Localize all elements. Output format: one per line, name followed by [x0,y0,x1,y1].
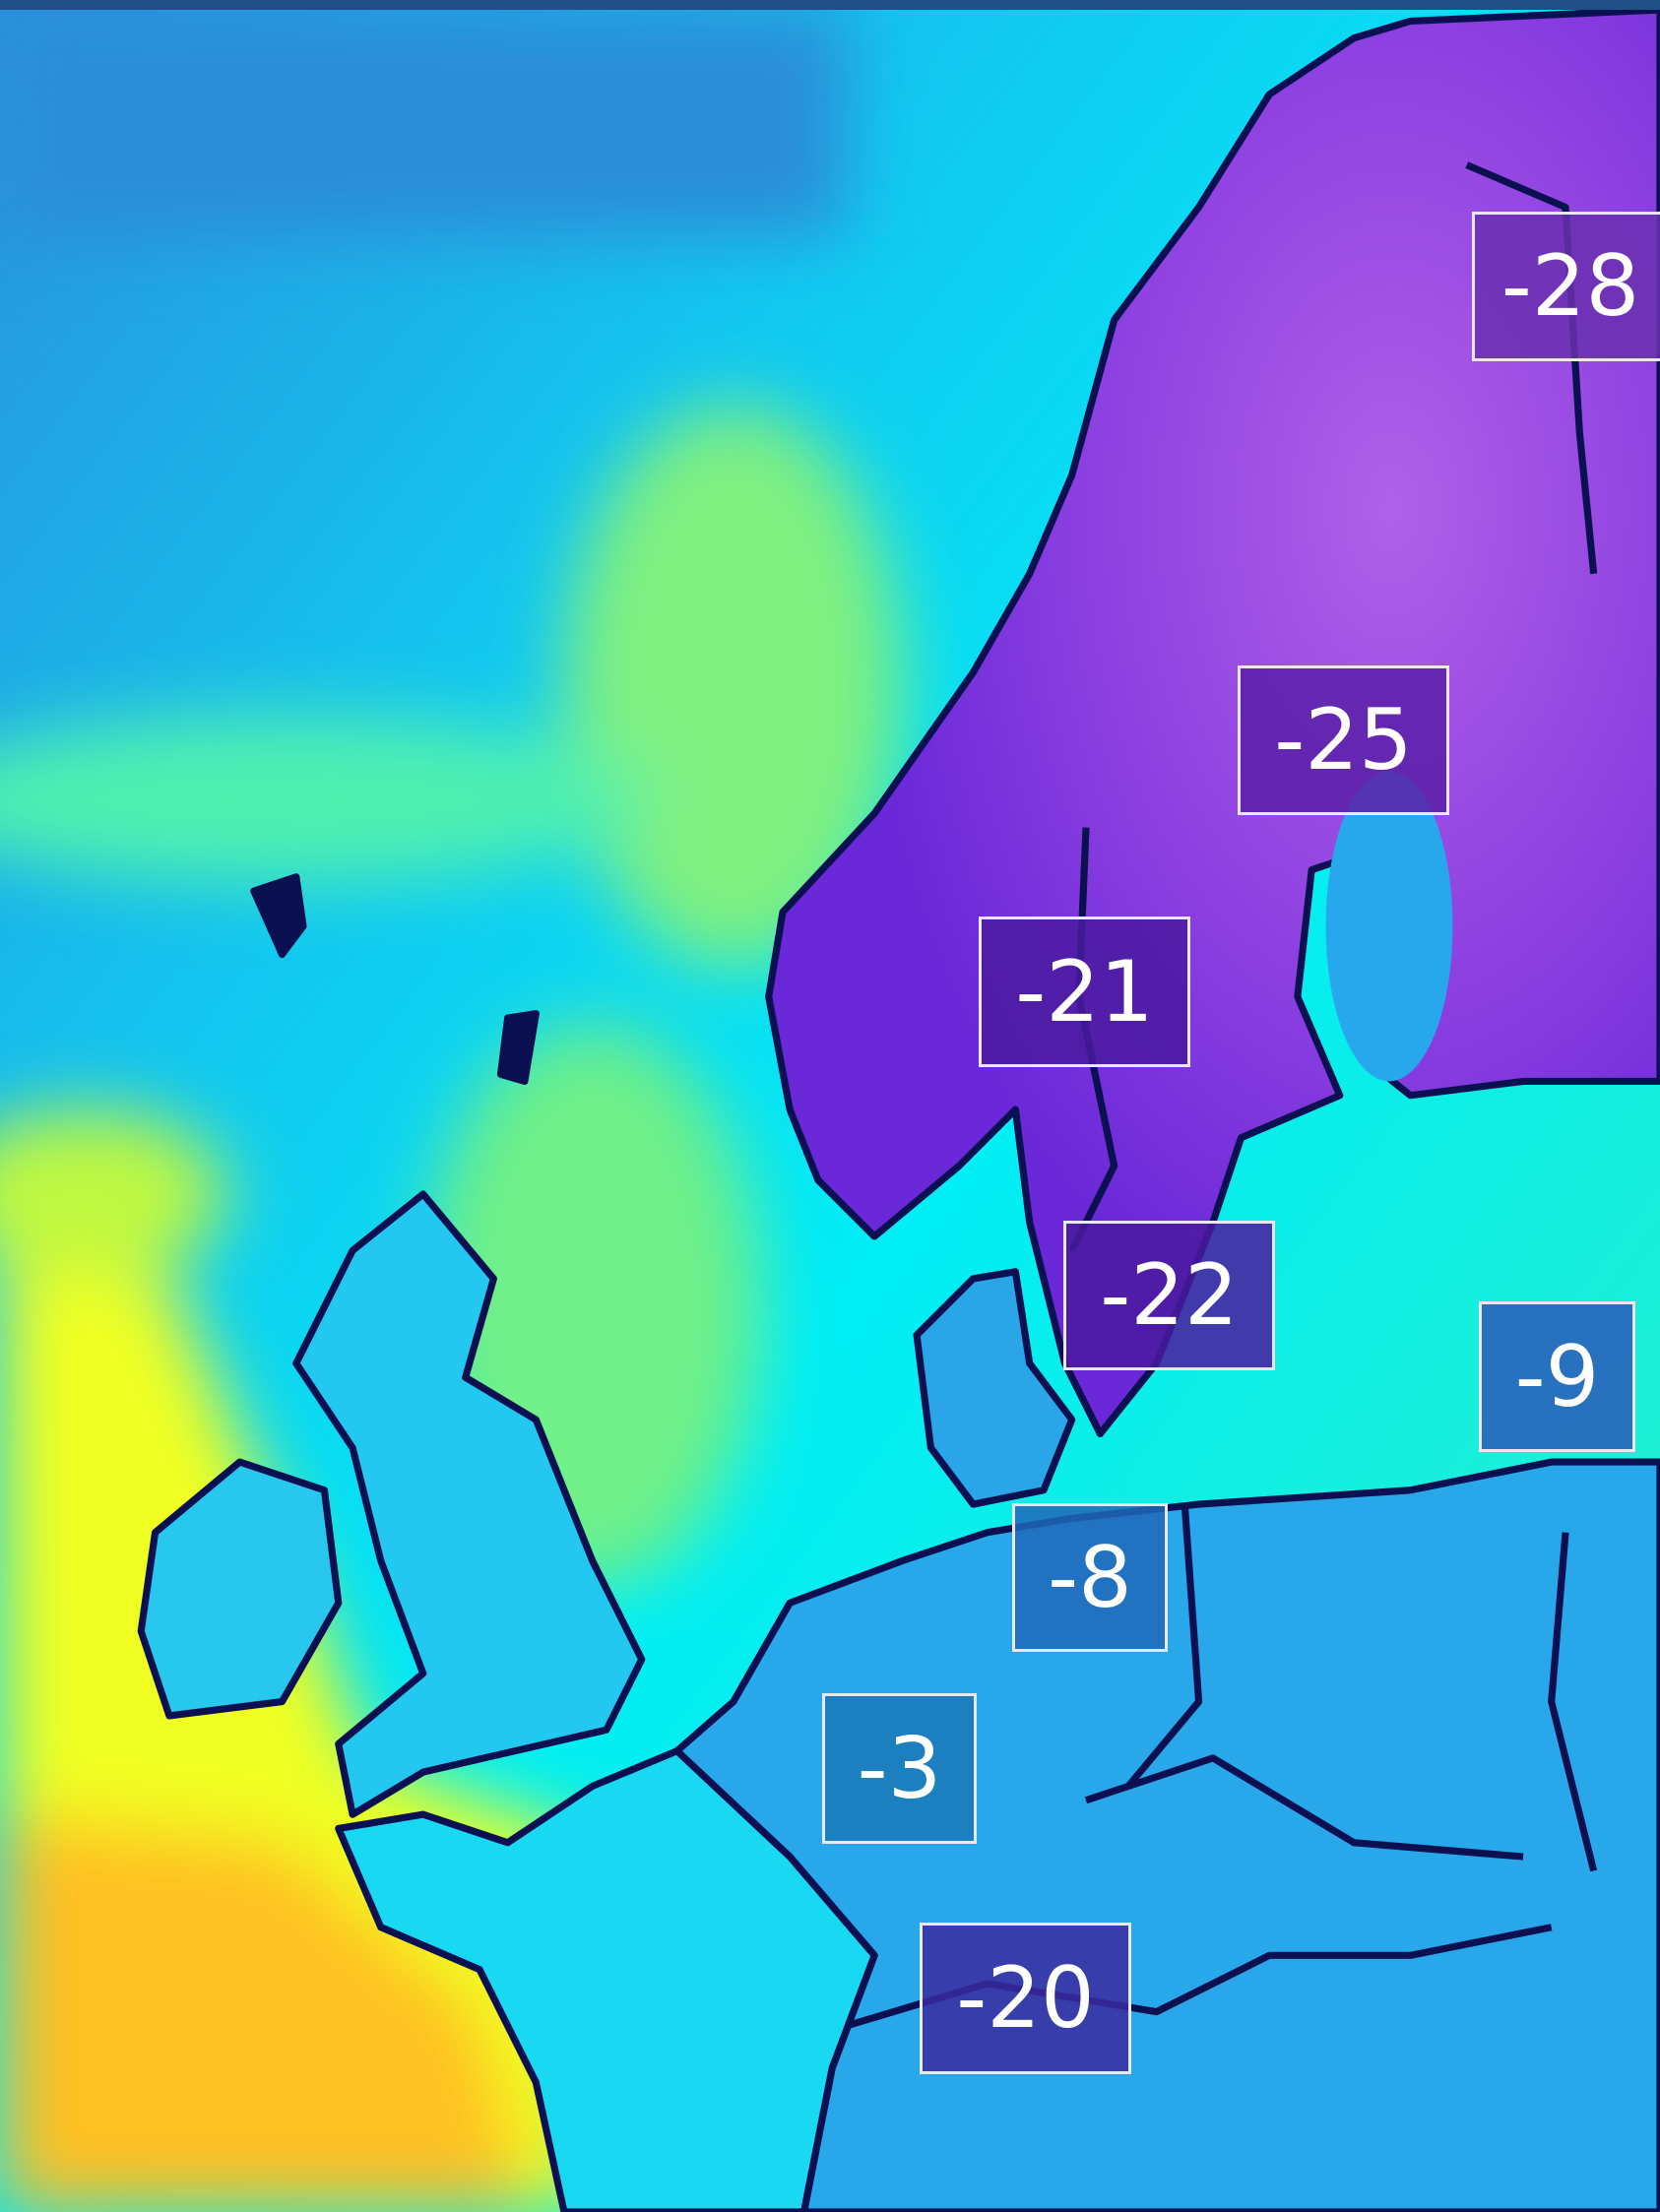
gulf-of-bothnia [1325,771,1453,1082]
border-germany-poland [1125,1503,1203,1789]
temperature-label: -28 [1472,212,1660,361]
coastlines [137,10,1660,2212]
shetland [496,1010,540,1086]
ireland [137,1458,343,1720]
border-poland [1548,1532,1598,1872]
temperature-field [0,10,903,2212]
temperature-label: -25 [1238,665,1449,815]
great-britain [292,1190,646,1818]
france [335,1747,878,2212]
faroe-islands [250,873,307,959]
temperature-map[interactable] [0,10,1660,2212]
temperature-label: -21 [979,916,1190,1067]
temperature-label: -3 [822,1693,977,1844]
border-norway-sweden [1068,827,1118,1252]
top-bar [0,0,1660,10]
temperature-label: -20 [920,1923,1131,2074]
border-czech [1084,1754,1524,1861]
temperature-label: -9 [1479,1301,1635,1452]
denmark [913,1268,1076,1508]
temperature-label: -22 [1063,1221,1275,1370]
temperature-label: -8 [1012,1503,1168,1652]
